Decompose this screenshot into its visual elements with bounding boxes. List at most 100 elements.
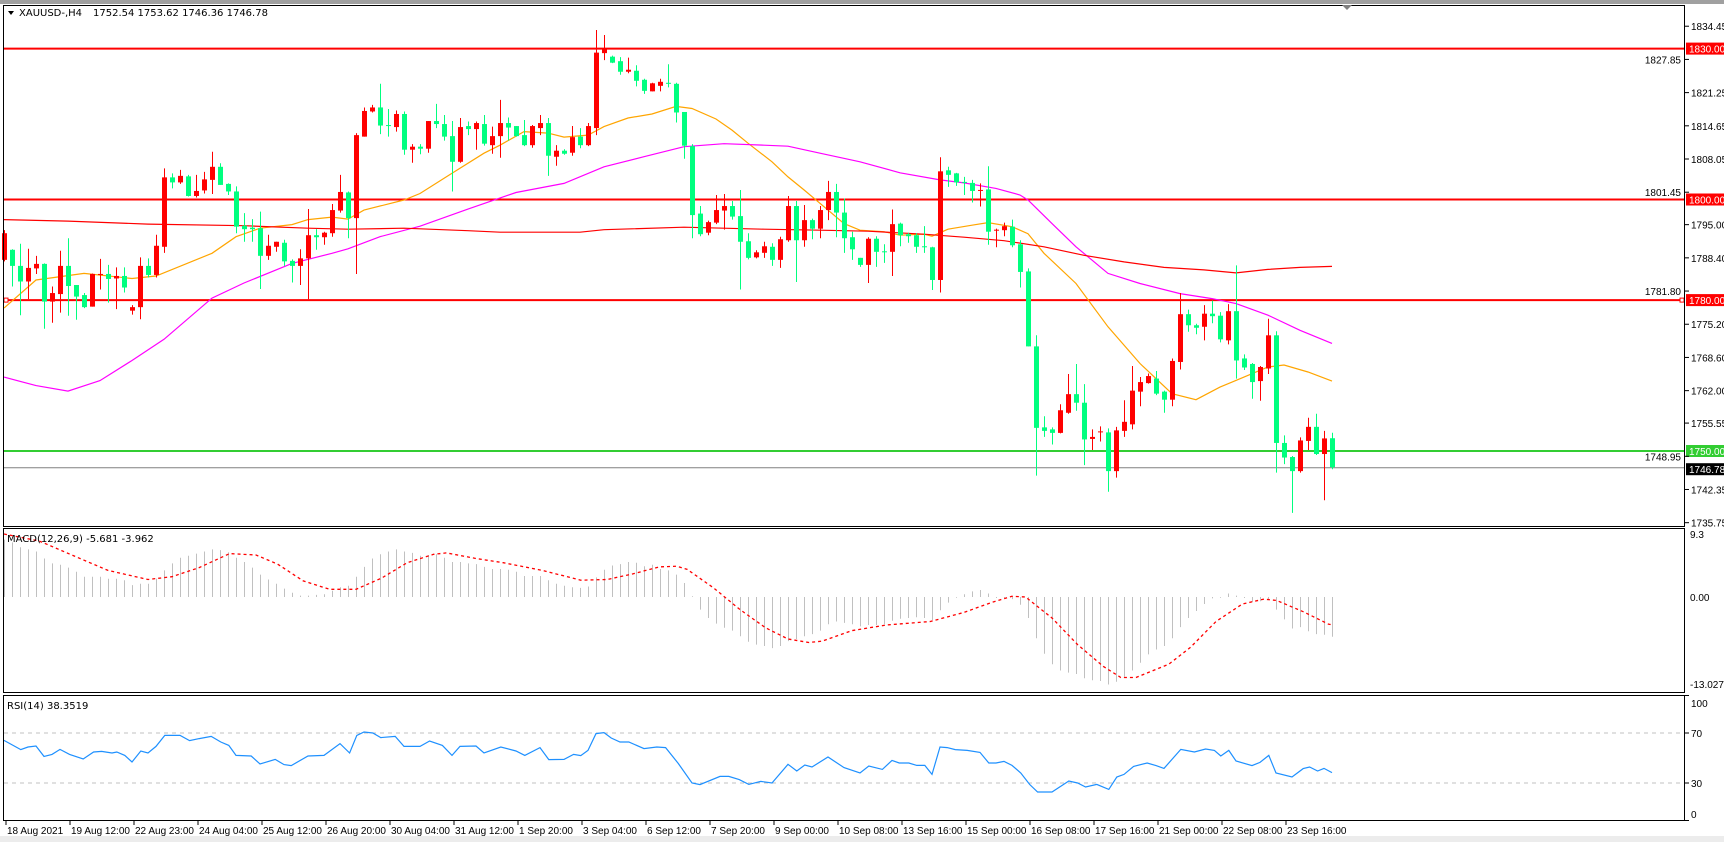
candle-body <box>1194 325 1199 328</box>
candle-body <box>450 136 455 162</box>
candle-body <box>970 182 975 191</box>
candle <box>546 118 551 176</box>
time-tick-label: 26 Aug 20:00 <box>327 826 386 837</box>
candle-body <box>1146 376 1151 384</box>
candle-body <box>1154 378 1159 394</box>
candle-body <box>138 265 143 308</box>
candle-body <box>154 245 159 275</box>
candle-body <box>1050 429 1055 433</box>
candle <box>650 82 655 92</box>
candle-body <box>986 189 991 232</box>
candle-body <box>234 191 239 227</box>
candle-body <box>1322 438 1327 455</box>
candle <box>786 195 791 242</box>
candle-body <box>810 220 815 229</box>
candle-body <box>1306 426 1311 441</box>
candle-body <box>1298 440 1303 472</box>
candle <box>890 209 895 276</box>
price-tick-label: 1755.55 <box>1691 419 1724 430</box>
candle <box>602 35 607 61</box>
candle-body <box>1138 382 1143 392</box>
time-tick-label: 10 Sep 08:00 <box>839 826 899 837</box>
candle-body <box>658 81 663 86</box>
time-tick-label: 15 Sep 00:00 <box>967 826 1027 837</box>
candle <box>858 257 863 267</box>
candle-body <box>330 210 335 234</box>
price-tick-label: 1775.20 <box>1691 320 1724 331</box>
candle <box>58 250 63 313</box>
candle <box>1058 404 1063 434</box>
time-tick-label: 16 Sep 08:00 <box>1031 826 1091 837</box>
candle-body <box>794 206 799 241</box>
candle <box>202 171 207 194</box>
candle <box>306 209 311 300</box>
rsi-panel[interactable] <box>3 731 1684 793</box>
price-tick-label: 1781.80 <box>1645 287 1682 298</box>
candle <box>642 78 647 94</box>
ohlc-readout: 1752.54 1753.62 1746.36 1746.78 <box>93 8 268 19</box>
candle-body <box>490 136 495 146</box>
candle <box>1250 362 1255 399</box>
candle <box>274 241 279 252</box>
candle-body <box>1330 438 1335 468</box>
candle <box>434 103 439 129</box>
candle-body <box>842 212 847 239</box>
candle-body <box>594 52 599 129</box>
chart-shift-marker-icon[interactable] <box>1342 5 1352 10</box>
candle-body <box>586 126 591 146</box>
candle <box>1162 390 1167 413</box>
candle-body <box>106 273 111 279</box>
candle-body <box>194 190 199 196</box>
candle <box>1322 430 1327 501</box>
candle-body <box>522 135 527 146</box>
candle <box>1130 365 1135 430</box>
candle <box>522 120 527 147</box>
candle-body <box>818 210 823 229</box>
candle-body <box>298 258 303 266</box>
candle-body <box>1234 311 1239 361</box>
macd-panel[interactable] <box>3 533 1333 685</box>
candle-body <box>906 234 911 237</box>
candle <box>730 201 735 220</box>
level-anchor-icon[interactable] <box>3 297 9 303</box>
price-panel[interactable] <box>2 29 1685 513</box>
candle <box>578 128 583 149</box>
candle <box>946 166 951 187</box>
candle <box>162 168 167 253</box>
rsi-line <box>3 731 1333 793</box>
candle <box>34 255 39 274</box>
candle <box>426 121 431 153</box>
candle-body <box>362 110 367 137</box>
candle-body <box>858 257 863 265</box>
time-tick-label: 31 Aug 12:00 <box>455 826 514 837</box>
candle-body <box>1010 226 1015 246</box>
candle-body <box>314 235 319 238</box>
candle-body <box>1034 346 1039 428</box>
candle <box>114 267 119 310</box>
candle-body <box>930 247 935 280</box>
window-top-border <box>0 0 1724 4</box>
candle <box>1138 377 1143 407</box>
candle <box>154 234 159 278</box>
level-price-badge-bg <box>1686 193 1724 206</box>
macd-label: MACD(12,26,9) -5.681 -3.962 <box>7 534 154 545</box>
price-tick-label: 1762.00 <box>1691 387 1724 398</box>
candle-body <box>546 123 551 156</box>
candle <box>562 149 567 155</box>
candle <box>1194 323 1199 335</box>
level-anchor-icon[interactable] <box>1679 297 1685 303</box>
candle-body <box>130 307 135 311</box>
candle-body <box>610 56 615 63</box>
price-panel-frame <box>3 5 1685 527</box>
price-tick-label: 1834.45 <box>1691 22 1724 33</box>
collapse-triangle-icon[interactable] <box>8 11 14 15</box>
candle <box>658 78 663 92</box>
candle-body <box>2 233 7 260</box>
moving-average-mid <box>3 143 1333 392</box>
candle <box>818 206 823 239</box>
candle-body <box>386 125 391 127</box>
candle-body <box>74 285 79 297</box>
candle-body <box>250 227 255 230</box>
candle <box>1026 268 1031 347</box>
